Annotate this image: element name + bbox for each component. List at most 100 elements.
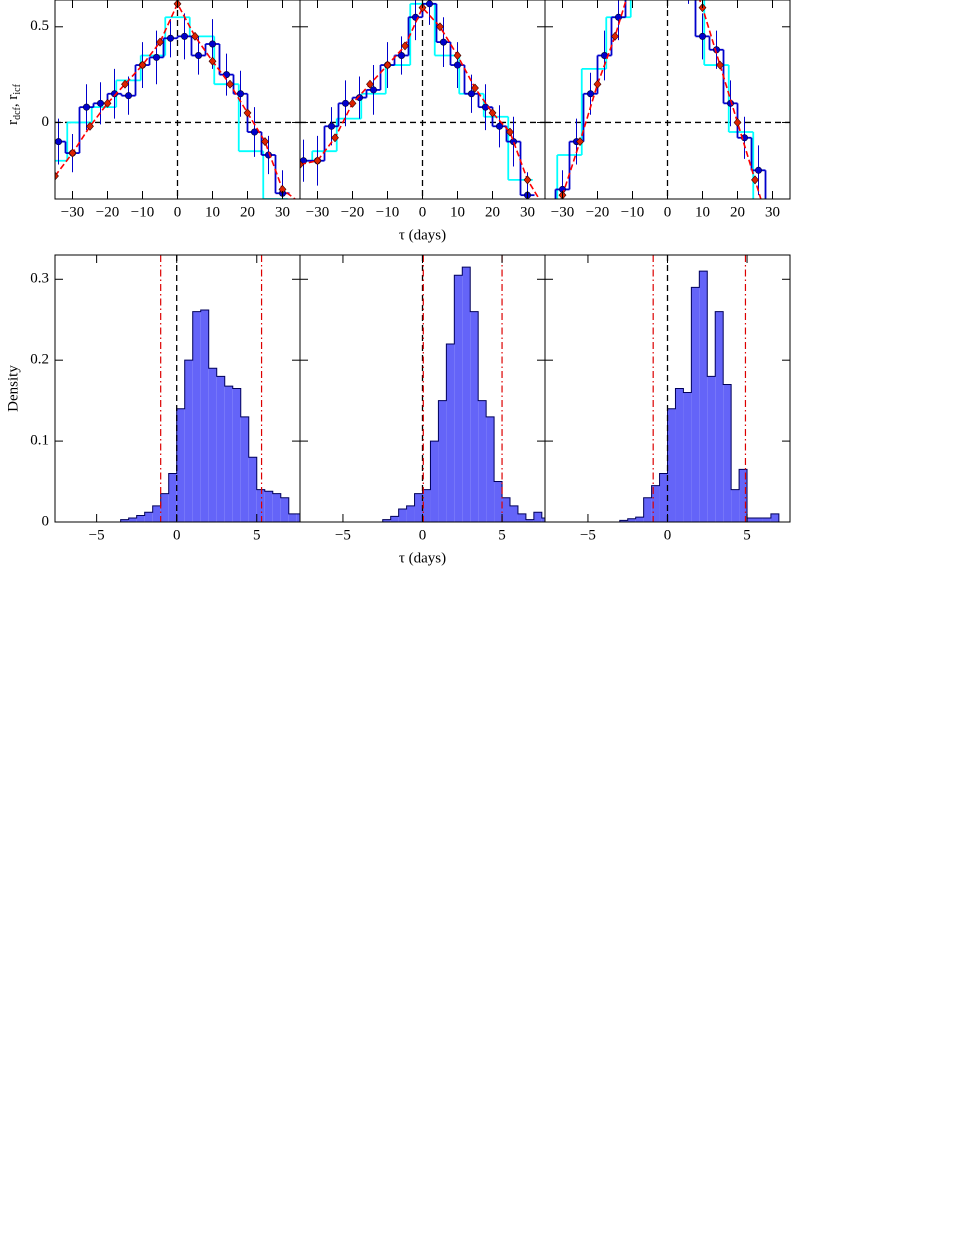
y-tick-label: 0.3 — [30, 271, 49, 287]
x-tick-label: 20 — [485, 204, 500, 220]
dcf-point — [698, 32, 706, 40]
bar — [486, 416, 495, 522]
bar — [762, 517, 771, 522]
bar — [430, 441, 439, 522]
x-tick-label: −5 — [580, 527, 596, 543]
dcf-point — [251, 128, 259, 136]
bar — [478, 400, 487, 522]
icf-point — [348, 98, 357, 108]
bar — [675, 388, 684, 522]
icf-point — [55, 171, 59, 181]
dcf-point — [453, 61, 461, 69]
bar — [232, 388, 241, 522]
dcf-point — [181, 32, 189, 40]
x-tick-label: 5 — [498, 527, 506, 543]
bar — [272, 493, 281, 522]
bar — [494, 481, 503, 522]
bar — [462, 267, 471, 522]
icf-point — [593, 79, 602, 89]
x-tick-label: −5 — [89, 527, 105, 543]
bar — [240, 416, 249, 522]
x-tick-label: 30 — [765, 204, 780, 220]
y-tick-label: 0.1 — [30, 433, 49, 449]
icf-point — [156, 37, 164, 47]
bar — [176, 408, 185, 522]
bar — [216, 376, 225, 522]
x-tick-label: −20 — [586, 204, 609, 220]
icf-point — [299, 198, 300, 199]
icf-point — [208, 56, 217, 66]
icf-point — [611, 31, 619, 41]
bar — [438, 400, 447, 522]
dcf-point — [355, 94, 363, 102]
icf-line — [560, 0, 762, 199]
icf-point — [751, 175, 759, 185]
bar — [643, 497, 652, 522]
bar — [517, 513, 526, 522]
dcf-point — [167, 34, 175, 42]
plot-area — [542, 0, 790, 259]
icf-point — [769, 233, 776, 241]
label-subscript: dcf — [12, 106, 23, 119]
icf-point — [103, 98, 112, 108]
icf-point — [471, 83, 479, 93]
bar — [691, 287, 700, 522]
y-axis-label: rdcf, ricf — [5, 83, 23, 124]
dcf-point — [439, 38, 447, 46]
x-tick-label: 0 — [664, 204, 672, 220]
bar — [160, 493, 169, 522]
x-tick-label: −10 — [376, 204, 399, 220]
bar — [144, 512, 153, 522]
bar — [120, 519, 129, 522]
x-tick-label: −30 — [306, 204, 329, 220]
bar — [200, 310, 209, 522]
icf-point — [401, 41, 409, 51]
x-tick-label: −20 — [96, 204, 119, 220]
icf-point — [506, 127, 514, 137]
bar — [510, 505, 518, 522]
y-tick-label: 0 — [42, 114, 50, 130]
plot-area — [300, 0, 545, 199]
bar — [414, 493, 423, 522]
icf-point — [68, 148, 77, 158]
bar — [627, 518, 636, 522]
dcf-point — [209, 40, 217, 48]
dcf-point — [97, 99, 105, 107]
icf-point — [191, 31, 199, 41]
icf-line — [300, 6, 541, 199]
y-axis-label: Density — [5, 365, 21, 412]
bar — [224, 386, 233, 522]
icf-point — [226, 79, 234, 89]
dcf-point — [55, 138, 62, 146]
x-tick-label: 0 — [173, 527, 181, 543]
bar — [248, 457, 257, 522]
dcf-point — [397, 51, 405, 59]
bar — [288, 513, 297, 522]
dcf-point — [545, 253, 551, 259]
bar — [192, 311, 201, 522]
icf-point — [313, 156, 322, 166]
dcf-point — [467, 90, 475, 98]
plot-area — [55, 0, 300, 199]
dcf-point — [754, 166, 762, 174]
x-axis-label: τ (days) — [399, 227, 446, 243]
icf-point — [542, 233, 549, 241]
dcf-point — [153, 53, 161, 61]
icf-point — [576, 137, 584, 147]
bar — [446, 344, 455, 522]
bar — [635, 517, 644, 522]
y-tick-label: 0.2 — [30, 352, 49, 368]
icf-point — [436, 22, 444, 32]
x-tick-label: 20 — [730, 204, 745, 220]
hist-outline — [120, 309, 300, 522]
dcf-point — [614, 13, 622, 21]
x-tick-label: −30 — [61, 204, 84, 220]
x-tick-label: −5 — [335, 527, 351, 543]
icf-point — [300, 160, 304, 170]
hist-outline — [619, 270, 780, 522]
bar — [707, 376, 716, 522]
icf-point — [733, 118, 742, 127]
y-tick-label: 0 — [42, 513, 50, 529]
x-tick-label: 0 — [664, 527, 672, 543]
